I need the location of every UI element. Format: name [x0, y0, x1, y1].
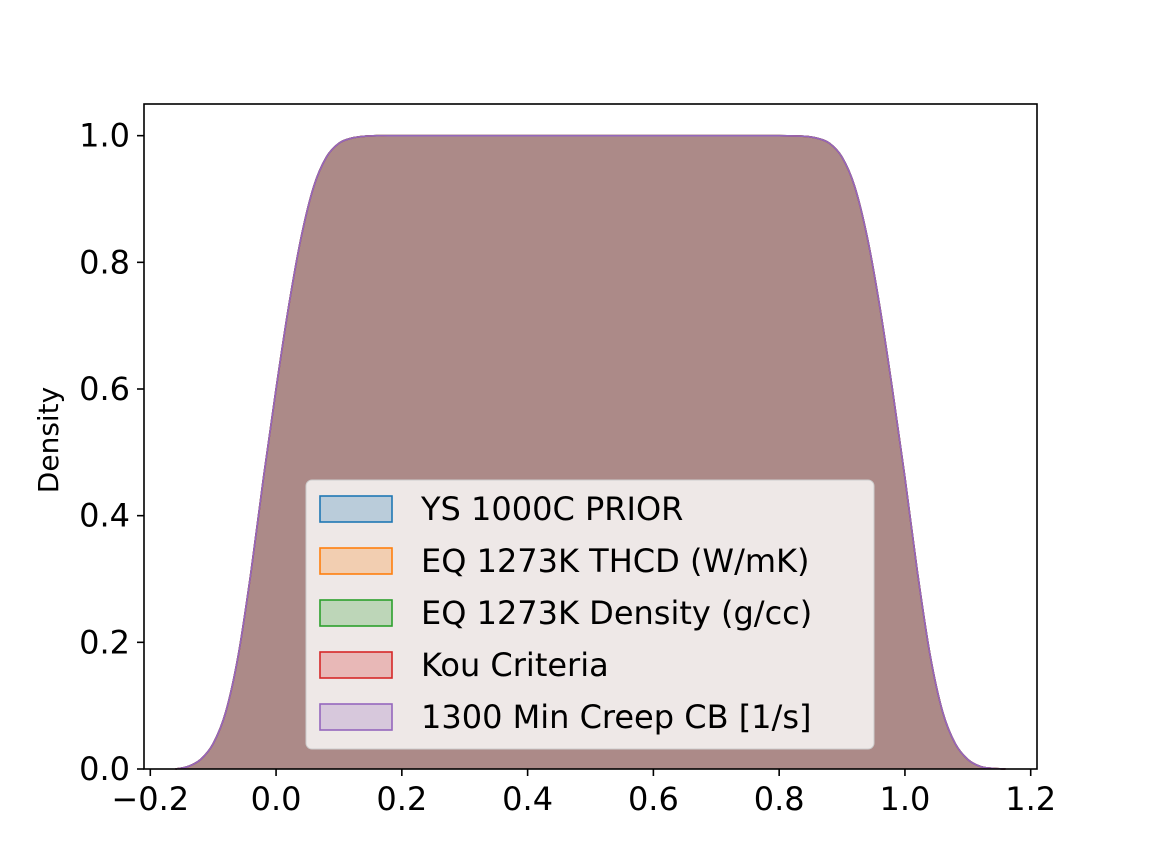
- legend-label: 1300 Min Creep CB [1/s]: [421, 698, 811, 736]
- legend-label: YS 1000C PRIOR: [420, 490, 683, 528]
- x-tick-label: −0.2: [111, 780, 189, 818]
- x-tick-label: 0.8: [754, 780, 805, 818]
- legend-swatch: [319, 599, 393, 627]
- legend-swatch: [319, 651, 393, 679]
- line-1300-min-creep-cb-1-s: [175, 134, 1006, 770]
- legend-label: EQ 1273K Density (g/cc): [421, 594, 812, 632]
- y-axis: 0.0 0.2 0.4 0.6 0.8 1.0: [79, 117, 144, 788]
- legend-swatch: [319, 547, 393, 575]
- x-tick-label: 0.4: [502, 780, 553, 818]
- y-tick-label: 0.0: [79, 750, 130, 788]
- plot-frame: [143, 103, 1038, 770]
- legend-swatch: [319, 703, 393, 731]
- legend-label: Kou Criteria: [421, 646, 609, 684]
- y-axis-label: Density: [32, 387, 65, 493]
- x-axis: −0.2 0.0 0.2 0.4 0.6 0.8 1.0 1.2: [111, 769, 1056, 818]
- y-tick-label: 0.8: [79, 243, 130, 281]
- x-tick-label: 0.6: [628, 780, 679, 818]
- x-tick-label: 0.0: [251, 780, 302, 818]
- y-tick-label: 0.6: [79, 370, 130, 408]
- x-tick-label: 1.0: [879, 780, 930, 818]
- legend-box: [305, 479, 875, 750]
- x-tick-label: 0.2: [376, 780, 427, 818]
- y-tick-label: 0.2: [79, 623, 130, 661]
- y-tick-label: 0.4: [79, 497, 130, 535]
- legend: YS 1000C PRIOR EQ 1273K THCD (W/mK) EQ 127…: [305, 479, 875, 750]
- legend-label: EQ 1273K THCD (W/mK): [421, 542, 809, 580]
- y-tick-label: 1.0: [79, 117, 130, 155]
- x-tick-label: 1.2: [1005, 780, 1056, 818]
- legend-swatch: [319, 495, 393, 523]
